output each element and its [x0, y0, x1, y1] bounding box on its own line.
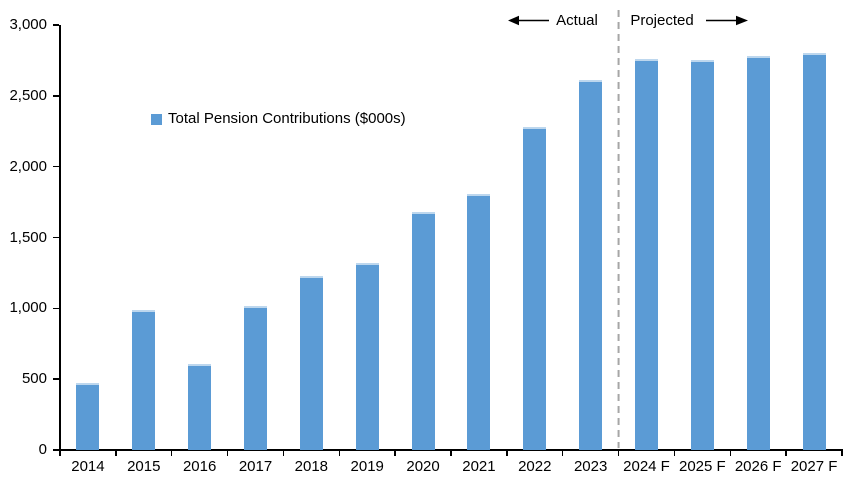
bar-2018	[299, 275, 323, 450]
x-tick-label: 2025 F	[678, 458, 726, 475]
x-axis-tick	[617, 450, 620, 456]
x-axis-tick	[729, 450, 732, 456]
bar-2025-f	[690, 60, 714, 450]
x-tick-label: 2016	[182, 458, 217, 475]
x-axis-tick	[59, 450, 61, 456]
y-tick-label: 1,500	[9, 228, 47, 246]
x-tick-label: 2026 F	[734, 458, 782, 475]
projected-annotation-label: Projected	[630, 12, 694, 29]
bar-2015	[132, 309, 156, 450]
x-tick-label: 2024 F	[623, 458, 670, 475]
actual-left-arrow-icon	[508, 15, 549, 26]
x-axis-tick	[506, 450, 508, 456]
x-tick-label: 2018	[294, 458, 329, 475]
x-tick-label: 2027 F	[790, 458, 838, 475]
x-tick-label: 2014	[71, 458, 105, 475]
x-axis-tick	[115, 450, 117, 456]
bar-2021	[467, 193, 491, 450]
bar-2020	[411, 212, 435, 450]
legend-label: Total Pension Contributions ($000s)	[168, 110, 406, 127]
y-tick-label: 1,000	[9, 299, 47, 317]
y-axis-line	[59, 25, 61, 450]
y-tick-label: 3,000	[9, 16, 47, 33]
y-tick-label: 2,000	[9, 157, 47, 175]
projected-right-arrow-icon	[706, 15, 748, 26]
bar-2017	[244, 305, 267, 450]
y-axis-tick	[53, 307, 59, 310]
x-tick-label: 2023	[573, 458, 608, 475]
x-axis-tick	[561, 450, 564, 456]
x-axis-line	[59, 449, 843, 451]
x-axis-tick	[841, 450, 843, 456]
bar-2019	[355, 263, 379, 450]
y-axis-tick	[53, 24, 59, 26]
y-axis-tick	[53, 165, 59, 168]
bar-2022	[523, 127, 547, 450]
y-tick-label: 0	[38, 441, 47, 458]
x-tick-label: 2019	[350, 458, 384, 475]
legend-color-swatch-icon	[151, 114, 162, 125]
bar-2016	[188, 363, 212, 450]
x-axis-tick	[226, 450, 229, 456]
x-tick-label: 2015	[127, 458, 161, 475]
x-axis-tick	[450, 450, 452, 456]
x-axis-tick	[394, 450, 396, 456]
y-axis-tick	[53, 378, 59, 380]
bar-2023	[579, 80, 603, 450]
x-tick-label: 2021	[462, 458, 496, 475]
y-axis-tick	[53, 449, 59, 451]
y-tick-label: 500	[21, 370, 47, 388]
bar-2027-f	[802, 53, 826, 450]
x-axis-tick	[170, 450, 173, 456]
y-axis-tick	[53, 95, 59, 97]
bar-2026-f	[746, 56, 770, 450]
x-axis-tick	[673, 450, 676, 456]
x-tick-label: 2022	[518, 458, 552, 475]
x-axis-tick	[282, 450, 285, 456]
x-tick-label: 2020	[406, 458, 440, 475]
legend: Total Pension Contributions ($000s)	[151, 110, 406, 128]
y-tick-label: 2,500	[9, 86, 47, 104]
actual-annotation-label: Actual	[556, 12, 598, 29]
bar-2014	[76, 383, 100, 450]
y-axis-tick	[53, 236, 59, 239]
bar-2024-f	[635, 59, 658, 450]
x-tick-label: 2017	[238, 458, 273, 475]
x-axis-tick	[338, 450, 341, 456]
x-axis-tick	[785, 450, 787, 456]
